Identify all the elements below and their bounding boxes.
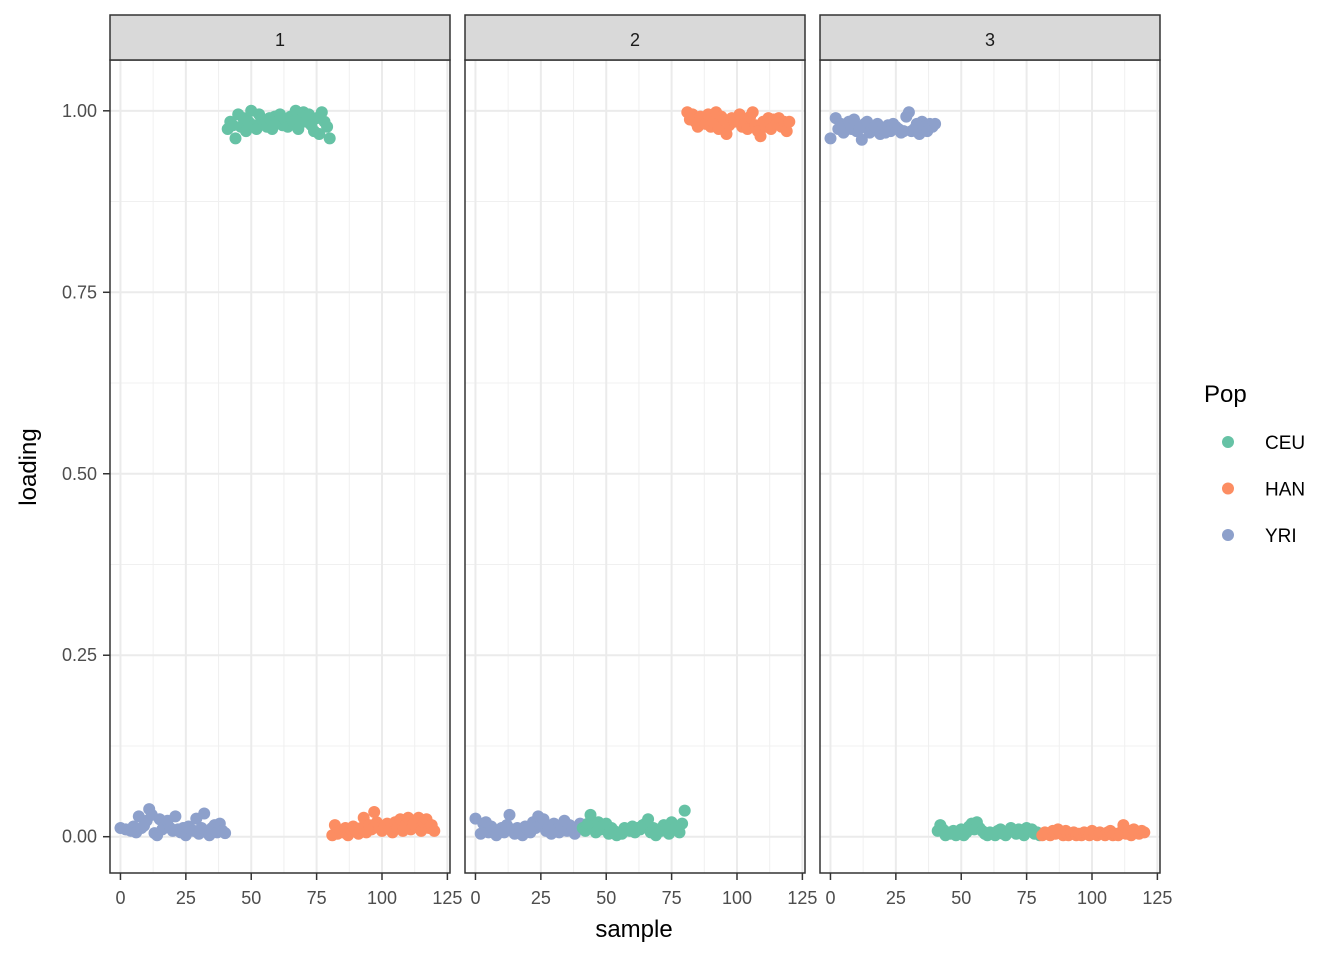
legend-key — [1222, 436, 1234, 448]
series-ceu — [221, 104, 336, 145]
facet-panel-3: 3 0 25 50 75 100 125 — [819, 14, 1172, 908]
x-tick-label: 25 — [531, 888, 551, 908]
legend-entry-ceu: CEU — [1222, 433, 1305, 454]
data-point — [503, 808, 516, 821]
data-point — [824, 132, 837, 145]
data-point — [313, 128, 326, 140]
series-han — [326, 806, 441, 842]
data-point — [315, 106, 328, 119]
x-tick-label: 100 — [367, 888, 397, 908]
facet-strip — [464, 14, 806, 61]
x-tick-label: 75 — [662, 888, 682, 908]
legend-label: HAN — [1265, 480, 1305, 501]
legend-entry-han: HAN — [1222, 480, 1305, 501]
facet-strip-label: 2 — [630, 30, 640, 50]
data-point — [642, 813, 655, 826]
series-yri — [824, 106, 942, 146]
data-point — [584, 808, 597, 821]
facet-panel-1: 1 0 25 50 75 100 125 — [109, 14, 462, 908]
facet-strip-label: 3 — [985, 30, 995, 50]
x-tick-label: 100 — [722, 888, 752, 908]
x-tick-label: 0 — [470, 888, 480, 908]
y-tick-label: 0.75 — [62, 282, 97, 302]
legend-label: YRI — [1265, 526, 1297, 547]
data-point — [292, 123, 305, 135]
data-point — [746, 106, 759, 119]
data-point — [676, 817, 689, 830]
x-tick-label: 125 — [787, 888, 817, 908]
y-axis-title: loading — [15, 428, 42, 505]
x-tick-label: 125 — [1142, 888, 1172, 908]
data-point — [229, 132, 242, 145]
x-tick-label: 25 — [886, 888, 906, 908]
data-point — [780, 125, 793, 138]
x-axis-title: sample — [595, 916, 672, 943]
legend-key — [1222, 482, 1234, 495]
x-tick-label: 25 — [176, 888, 196, 908]
data-point — [1138, 826, 1151, 839]
data-point — [169, 810, 182, 823]
data-point — [848, 113, 860, 126]
x-tick-label: 75 — [1017, 888, 1037, 908]
data-point — [537, 813, 550, 826]
x-tick-label: 50 — [596, 888, 616, 908]
series-han — [1036, 819, 1151, 842]
data-point — [902, 106, 915, 119]
data-point — [428, 824, 441, 837]
data-point — [855, 133, 868, 146]
series-yri — [114, 803, 232, 842]
facet-strip — [109, 14, 451, 61]
legend-entry-yri: YRI — [1222, 526, 1297, 547]
legend-key — [1222, 529, 1234, 541]
x-tick-label: 0 — [825, 888, 835, 908]
facet-panel-2: 2 0 25 50 75 100 125 — [464, 14, 817, 908]
y-axis: 0.00 0.25 0.50 0.75 1.00 — [62, 101, 110, 847]
x-tick-label: 0 — [115, 888, 125, 908]
facet-strip — [819, 14, 1161, 61]
data-point — [783, 115, 796, 128]
panel-background — [465, 60, 805, 873]
legend: Pop CEU HAN YRI — [1204, 381, 1305, 547]
y-tick-label: 0.50 — [62, 464, 97, 484]
data-point — [929, 117, 942, 130]
data-point — [323, 132, 336, 145]
panel-background — [820, 60, 1160, 873]
legend-label: CEU — [1265, 433, 1305, 454]
y-tick-label: 0.25 — [62, 645, 97, 665]
x-tick-label: 50 — [241, 888, 261, 908]
x-tick-label: 50 — [951, 888, 971, 908]
x-tick-label: 125 — [432, 888, 462, 908]
series-han — [681, 106, 796, 143]
series-yri — [469, 808, 587, 842]
x-tick-label: 100 — [1077, 888, 1107, 908]
y-tick-label: 0.00 — [62, 827, 97, 847]
legend-title: Pop — [1204, 381, 1247, 408]
data-point — [321, 120, 334, 133]
data-point — [368, 806, 381, 818]
y-tick-label: 1.00 — [62, 101, 97, 121]
data-point — [678, 804, 691, 817]
facet-strip-label: 1 — [275, 30, 285, 50]
data-point — [754, 130, 767, 143]
data-point — [733, 108, 746, 121]
data-point — [219, 827, 232, 840]
data-point — [198, 807, 211, 820]
series-ceu — [576, 804, 691, 842]
panel-background — [110, 60, 450, 873]
x-tick-label: 75 — [307, 888, 327, 908]
